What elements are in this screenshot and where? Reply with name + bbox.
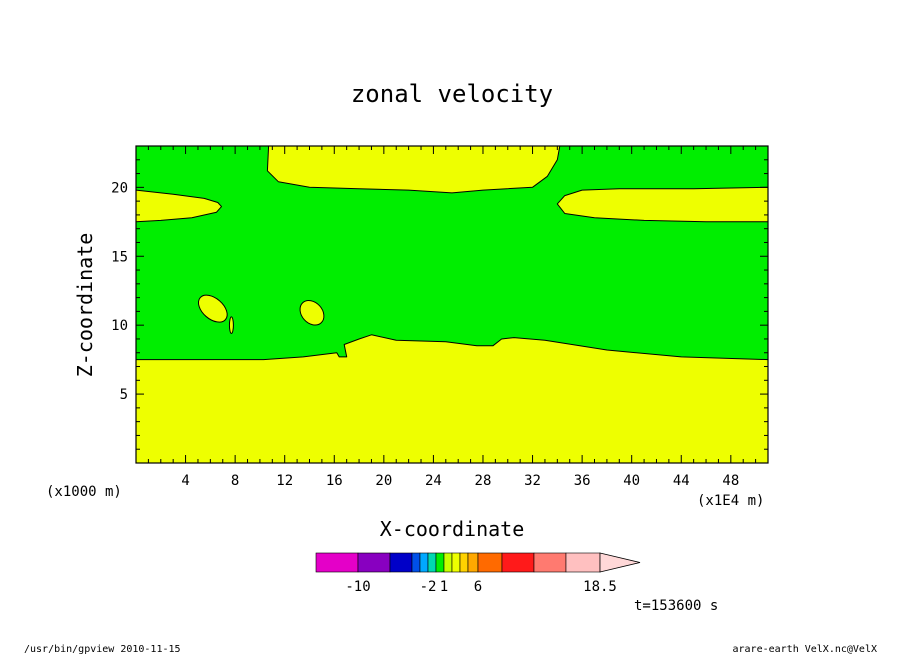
- x-tick-label: 24: [425, 473, 442, 489]
- x-tick-label: 48: [722, 473, 739, 489]
- y-tick-label: 20: [111, 180, 128, 196]
- x-tick-label: 40: [623, 473, 640, 489]
- chart-title: zonal velocity: [351, 80, 553, 108]
- x-unit-label-left: (x1000 m): [46, 484, 122, 500]
- colorbar-box: [315, 552, 359, 573]
- colorbar-label: 1: [440, 579, 448, 595]
- x-axis-ticks: 4 8 12 16 20 24 28 32 36 40 44 48: [147, 146, 757, 489]
- x-tick-label: 16: [326, 473, 343, 489]
- x-tick-label: 20: [375, 473, 392, 489]
- y-tick-label: 15: [111, 249, 128, 265]
- contour-region-right-lobe: [556, 186, 768, 223]
- x-axis-label: X-coordinate: [380, 517, 525, 541]
- colorbar-box: [389, 552, 413, 573]
- contour-region-small-ellipse-2: [228, 316, 234, 334]
- x-tick-label: 36: [574, 473, 591, 489]
- contour-region-small-ellipse-3: [299, 300, 325, 326]
- colorbar-labels: -10 -2 1 6 18.5: [345, 579, 617, 595]
- footer-left: /usr/bin/gpview 2010-11-15: [24, 644, 181, 654]
- y-axis-ticks: 5 10 15 20: [111, 159, 768, 450]
- colorbar-label: -2: [420, 579, 437, 595]
- colorbar-box: [435, 552, 445, 573]
- contour-regions: [136, 146, 768, 463]
- y-axis-label: Z-coordinate: [73, 233, 97, 378]
- contour-region-small-ellipse-1: [197, 294, 228, 323]
- colorbar-box: [477, 552, 503, 573]
- colorbar-box: [451, 552, 461, 573]
- colorbar-box: [459, 552, 469, 573]
- colorbar-box: [357, 552, 391, 573]
- y-tick-label: 5: [120, 387, 128, 403]
- x-unit-label-right: (x1E4 m): [697, 493, 764, 509]
- colorbar-label: 18.5: [583, 579, 617, 595]
- colorbar-label: 6: [474, 579, 482, 595]
- plot-frame: [135, 145, 769, 464]
- time-label: t=153600 s: [634, 598, 718, 614]
- colorbar-arrow: [599, 552, 641, 573]
- colorbar-label: -10: [345, 579, 370, 595]
- x-tick-label: 32: [524, 473, 541, 489]
- colorbar-box: [565, 552, 601, 573]
- colorbar-box: [533, 552, 567, 573]
- x-tick-label: 28: [475, 473, 492, 489]
- colorbar: [315, 552, 641, 573]
- contour-region-lower-band: [136, 334, 768, 463]
- colorbar-box: [443, 552, 453, 573]
- colorbar-box: [467, 552, 479, 573]
- colorbar-box: [419, 552, 429, 573]
- contour-region-upper-center-cap: [266, 146, 561, 194]
- x-tick-label: 4: [181, 473, 189, 489]
- colorbar-box: [501, 552, 535, 573]
- x-tick-label: 8: [231, 473, 239, 489]
- footer-right: arare-earth_VelX.nc@VelX: [733, 644, 878, 654]
- contour-region-left-lobe: [136, 189, 222, 223]
- y-tick-label: 10: [111, 318, 128, 334]
- x-tick-label: 12: [276, 473, 293, 489]
- colorbar-box: [411, 552, 421, 573]
- colorbar-box: [427, 552, 437, 573]
- x-tick-label: 44: [673, 473, 690, 489]
